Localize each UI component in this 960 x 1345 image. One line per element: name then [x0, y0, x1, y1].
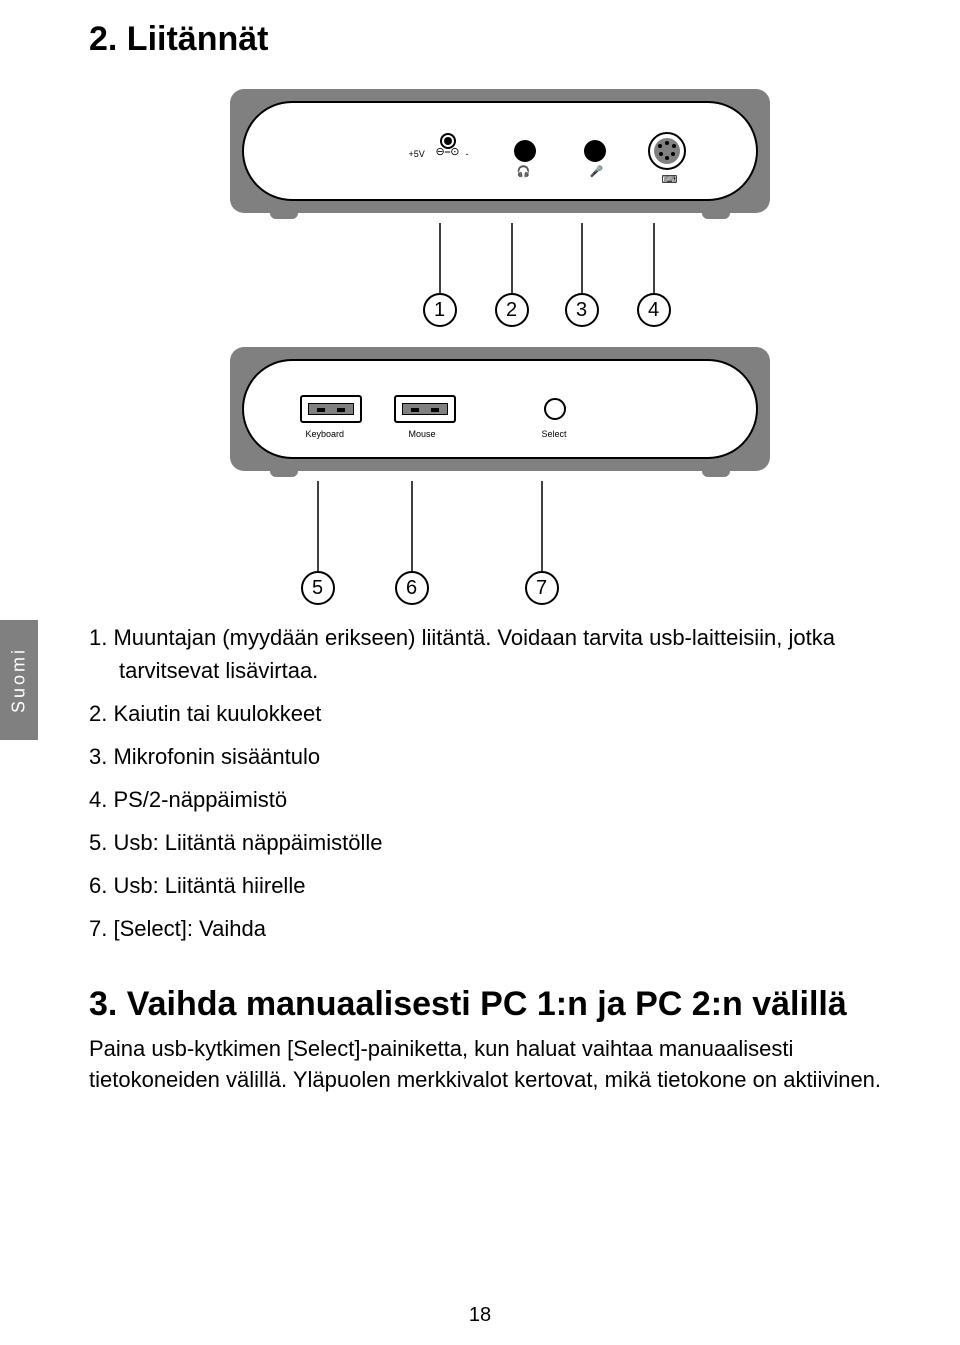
device-top-view: +5V ⊖⎯⊙ - 🎧 🎤: [230, 89, 770, 213]
usb-mouse-port: [394, 395, 456, 423]
connections-list: 1. Muuntajan (myydään erikseen) liitäntä…: [89, 621, 910, 945]
select-label: Select: [542, 429, 567, 439]
mic-icon: 🎤: [590, 165, 604, 178]
callout-6: 6: [395, 571, 429, 605]
keyboard-label: Keyboard: [306, 429, 345, 439]
list-item: 1. Muuntajan (myydään erikseen) liitäntä…: [89, 621, 910, 687]
section-3-body: Paina usb-kytkimen [Select]-painiketta, …: [89, 1034, 910, 1096]
callout-7: 7: [525, 571, 559, 605]
list-item: 4. PS/2-näppäimistö: [89, 783, 910, 816]
page-number: 18: [0, 1304, 960, 1327]
list-item: 2. Kaiutin tai kuulokkeet: [89, 697, 910, 730]
callout-3: 3: [565, 293, 599, 327]
ps2-port: [648, 132, 686, 170]
callout-5: 5: [301, 571, 335, 605]
power-label: +5V: [409, 149, 425, 159]
select-button: [544, 398, 566, 420]
usb-keyboard-port: [300, 395, 362, 423]
polarity-icon: ⊖⎯⊙: [436, 145, 460, 159]
keyboard-icon: ⌨: [662, 173, 678, 186]
list-item: 7. [Select]: Vaihda: [89, 912, 910, 945]
device-bottom-view: Keyboard Mouse Select: [230, 347, 770, 471]
mic-jack: [584, 140, 606, 162]
headphone-icon: 🎧: [517, 165, 531, 178]
list-item: 6. Usb: Liitäntä hiirelle: [89, 869, 910, 902]
list-item: 5. Usb: Liitäntä näppäimistölle: [89, 826, 910, 859]
callout-4: 4: [637, 293, 671, 327]
mouse-label: Mouse: [409, 429, 436, 439]
dc-jack: [442, 135, 454, 147]
headphone-jack: [514, 140, 536, 162]
list-item: 3. Mikrofonin sisääntulo: [89, 740, 910, 773]
section-2-title: 2. Liitännät: [89, 20, 910, 59]
callout-1: 1: [423, 293, 457, 327]
callout-2: 2: [495, 293, 529, 327]
polarity-minus: -: [466, 149, 469, 159]
section-3-title: 3. Vaihda manuaalisesti PC 1:n ja PC 2:n…: [89, 985, 910, 1024]
